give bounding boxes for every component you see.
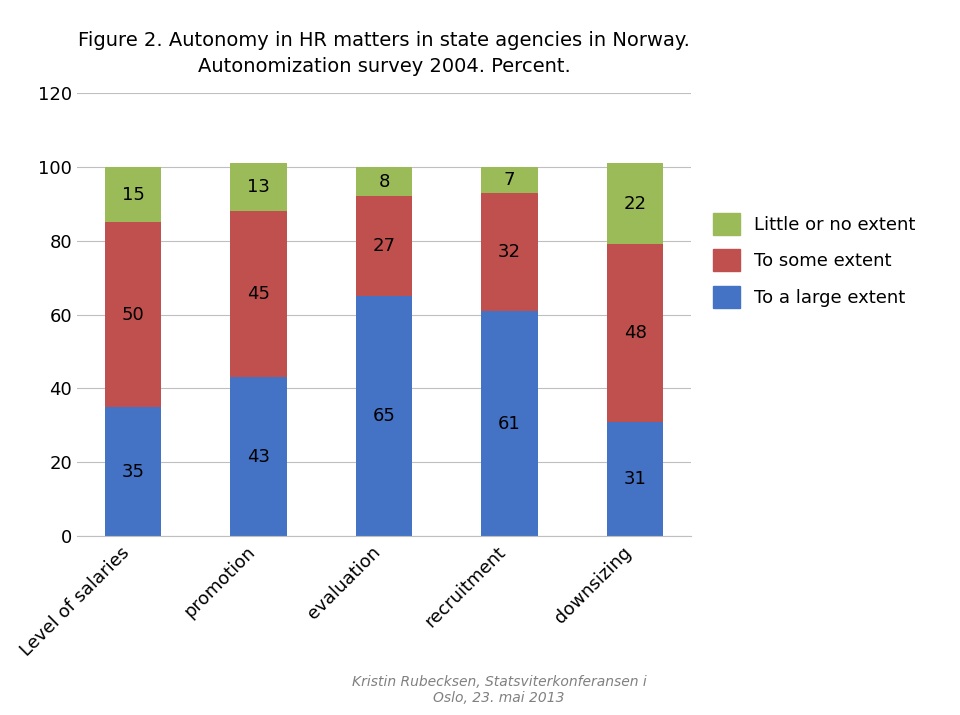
Bar [105, 222, 161, 407]
Text: 15: 15 [122, 185, 144, 204]
Text: 31: 31 [624, 470, 646, 488]
Bar [607, 245, 663, 422]
Text: 50: 50 [122, 305, 144, 324]
Bar [356, 197, 412, 296]
Text: 22: 22 [624, 194, 646, 213]
Bar [230, 163, 287, 211]
Text: 61: 61 [498, 415, 521, 433]
Text: 8: 8 [378, 172, 390, 191]
Text: 27: 27 [372, 237, 396, 255]
Bar [481, 192, 538, 311]
Bar [356, 296, 412, 536]
Text: 43: 43 [247, 448, 270, 466]
Text: 65: 65 [372, 407, 396, 425]
Legend: Little or no extent, To some extent, To a large extent: Little or no extent, To some extent, To … [712, 213, 916, 307]
Bar [607, 163, 663, 245]
Bar [105, 167, 161, 222]
Text: 35: 35 [122, 463, 144, 480]
Bar [105, 407, 161, 536]
Title: Figure 2. Autonomy in HR matters in state agencies in Norway.
Autonomization sur: Figure 2. Autonomy in HR matters in stat… [78, 31, 690, 76]
Text: 45: 45 [247, 285, 270, 303]
Text: 32: 32 [498, 243, 521, 261]
Text: 13: 13 [247, 178, 270, 196]
Bar [356, 167, 412, 197]
Bar [607, 422, 663, 536]
Text: 7: 7 [504, 171, 516, 189]
Bar [481, 311, 538, 536]
Bar [230, 378, 287, 536]
Text: 48: 48 [624, 324, 646, 342]
Text: Kristin Rubecksen, Statsviterkonferansen i
Oslo, 23. mai 2013: Kristin Rubecksen, Statsviterkonferansen… [351, 675, 647, 705]
Bar [230, 211, 287, 378]
Bar [481, 167, 538, 193]
